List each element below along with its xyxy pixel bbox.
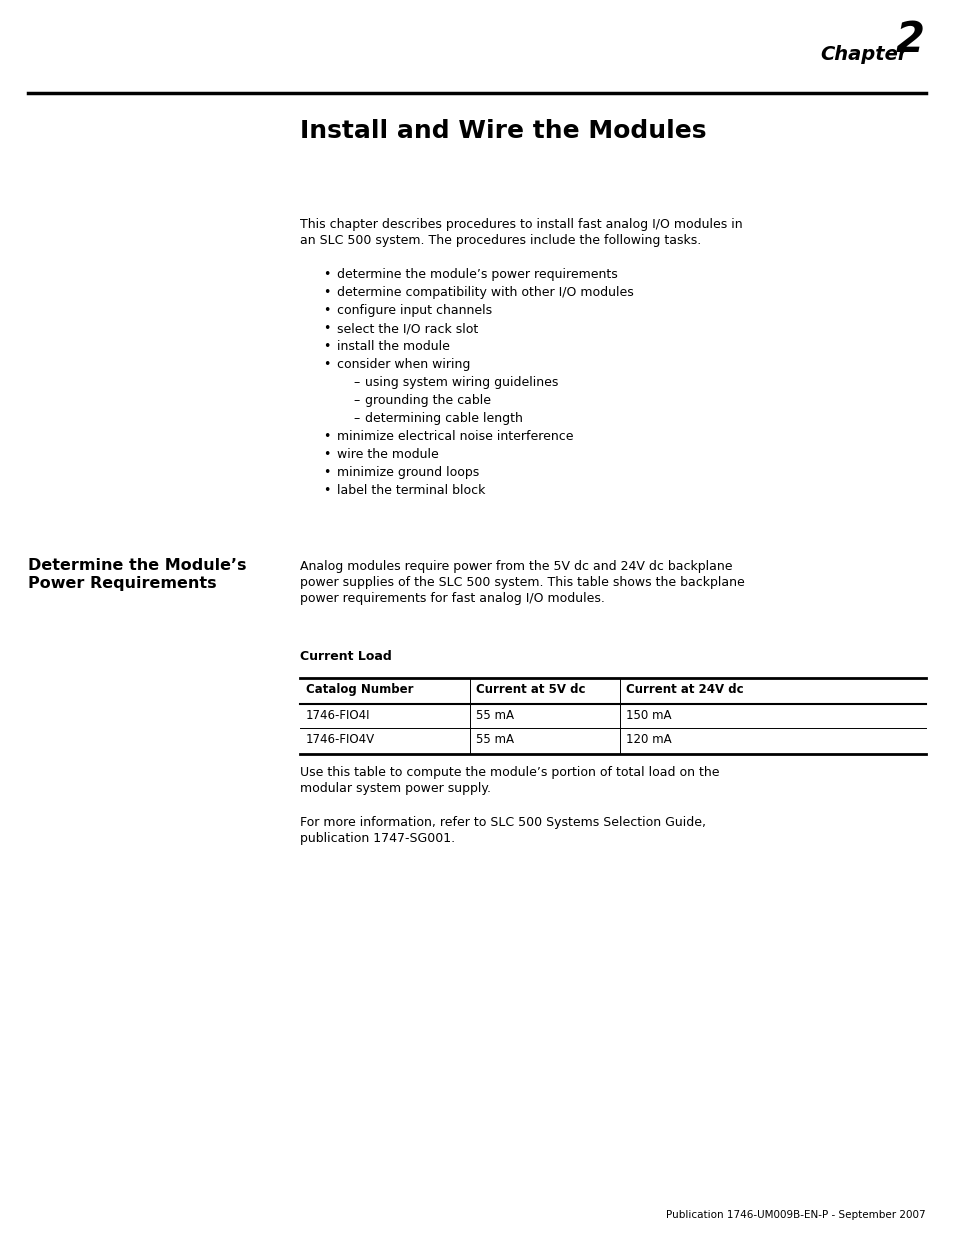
Text: •: • (323, 322, 330, 335)
Text: modular system power supply.: modular system power supply. (299, 782, 491, 795)
Text: publication 1747-SG001.: publication 1747-SG001. (299, 832, 455, 845)
Text: minimize electrical noise interference: minimize electrical noise interference (336, 430, 573, 443)
Text: 150 mA: 150 mA (625, 709, 671, 722)
Text: Determine the Module’s: Determine the Module’s (28, 558, 246, 573)
Text: Publication 1746-UM009B-EN-P - September 2007: Publication 1746-UM009B-EN-P - September… (666, 1210, 925, 1220)
Text: select the I/O rack slot: select the I/O rack slot (336, 322, 477, 335)
Text: label the terminal block: label the terminal block (336, 484, 485, 496)
Text: •: • (323, 430, 330, 443)
Text: •: • (323, 448, 330, 461)
Text: Current Load: Current Load (299, 650, 392, 663)
Text: determine the module’s power requirements: determine the module’s power requirement… (336, 268, 618, 282)
Text: This chapter describes procedures to install fast analog I/O modules in: This chapter describes procedures to ins… (299, 219, 741, 231)
Text: •: • (323, 466, 330, 479)
Text: install the module: install the module (336, 340, 450, 353)
Text: minimize ground loops: minimize ground loops (336, 466, 478, 479)
Text: •: • (323, 268, 330, 282)
Text: determining cable length: determining cable length (365, 412, 522, 425)
Text: –: – (353, 394, 359, 408)
Text: Use this table to compute the module’s portion of total load on the: Use this table to compute the module’s p… (299, 766, 719, 779)
Text: Analog modules require power from the 5V dc and 24V dc backplane: Analog modules require power from the 5V… (299, 559, 732, 573)
Text: •: • (323, 358, 330, 370)
Text: using system wiring guidelines: using system wiring guidelines (365, 375, 558, 389)
Text: –: – (353, 412, 359, 425)
Text: configure input channels: configure input channels (336, 304, 492, 317)
Text: Power Requirements: Power Requirements (28, 576, 216, 592)
Text: Current at 5V dc: Current at 5V dc (476, 683, 585, 697)
Text: Current at 24V dc: Current at 24V dc (625, 683, 742, 697)
Text: 55 mA: 55 mA (476, 734, 514, 746)
Text: For more information, refer to SLC 500 Systems Selection Guide,: For more information, refer to SLC 500 S… (299, 816, 705, 829)
Text: an SLC 500 system. The procedures include the following tasks.: an SLC 500 system. The procedures includ… (299, 233, 700, 247)
Text: grounding the cable: grounding the cable (365, 394, 491, 408)
Text: 55 mA: 55 mA (476, 709, 514, 722)
Text: power supplies of the SLC 500 system. This table shows the backplane: power supplies of the SLC 500 system. Th… (299, 576, 744, 589)
Text: 1746-FIO4I: 1746-FIO4I (306, 709, 370, 722)
Text: determine compatibility with other I/O modules: determine compatibility with other I/O m… (336, 287, 633, 299)
Text: Install and Wire the Modules: Install and Wire the Modules (299, 119, 706, 143)
Text: •: • (323, 340, 330, 353)
Text: –: – (353, 375, 359, 389)
Text: 1746-FIO4V: 1746-FIO4V (306, 734, 375, 746)
Text: Catalog Number: Catalog Number (306, 683, 413, 697)
Text: wire the module: wire the module (336, 448, 438, 461)
Text: consider when wiring: consider when wiring (336, 358, 470, 370)
Text: 2: 2 (895, 19, 924, 61)
Text: •: • (323, 287, 330, 299)
Text: •: • (323, 484, 330, 496)
Text: power requirements for fast analog I/O modules.: power requirements for fast analog I/O m… (299, 592, 604, 605)
Text: Chapter: Chapter (820, 44, 906, 64)
Text: 120 mA: 120 mA (625, 734, 671, 746)
Text: •: • (323, 304, 330, 317)
